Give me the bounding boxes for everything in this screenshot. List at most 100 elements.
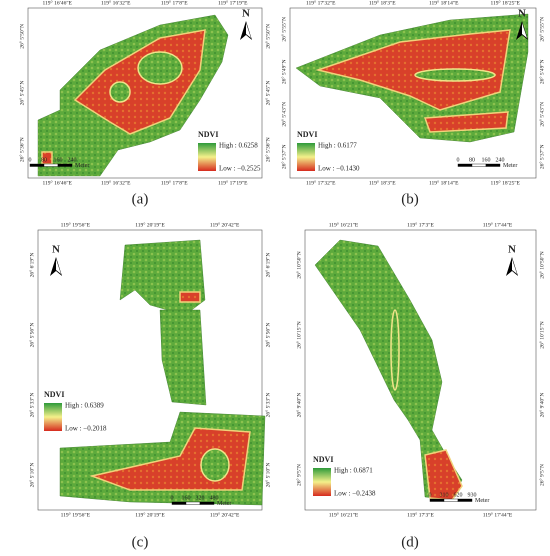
scale-label: 0 bbox=[457, 157, 460, 163]
scale-label: 240 bbox=[496, 157, 505, 163]
coord-label: 26° 5′33″N bbox=[264, 393, 271, 418]
coord-label: 119° 16′46″E bbox=[43, 179, 73, 186]
coord-label: 26° 9′5″N bbox=[295, 464, 302, 486]
vegetation-patch bbox=[200, 448, 230, 482]
low-ndvi-area bbox=[179, 291, 201, 303]
scale-label: 240 bbox=[68, 157, 77, 163]
panel-label: (d) bbox=[401, 534, 419, 550]
coord-label: 119° 17′44″E bbox=[483, 511, 513, 518]
coord-label: 119° 17′3″E bbox=[407, 221, 434, 228]
legend-high: High : 0.6177 bbox=[318, 142, 357, 150]
coord-label: 119° 19′56″E bbox=[61, 511, 91, 518]
coord-label: 119° 20′42″E bbox=[210, 511, 240, 518]
coord-label: 26° 9′40″N bbox=[538, 393, 545, 418]
scale-segment bbox=[457, 163, 473, 167]
vegetation-area bbox=[159, 309, 207, 406]
coord-label: 26° 5′37″N bbox=[538, 144, 545, 169]
legend-ramp bbox=[44, 403, 62, 431]
coord-label: 119° 19′56″E bbox=[61, 221, 91, 228]
scale-segment bbox=[171, 501, 187, 505]
coord-label: 26° 5′10″N bbox=[264, 463, 271, 488]
vegetation-patch bbox=[414, 68, 496, 82]
low-ndvi-area bbox=[423, 111, 509, 133]
coord-label: 119° 17′44″E bbox=[483, 221, 513, 228]
coord-label: 26° 5′36″N bbox=[264, 137, 271, 162]
coord-label: 119° 20′19″E bbox=[135, 221, 165, 228]
scale-segment bbox=[429, 498, 445, 502]
coord-label: 26° 6′19″N bbox=[264, 253, 271, 278]
map-panel: 119° 19′56″E 119° 20′19″E 119° 20′42″E 119°… bbox=[28, 221, 271, 518]
scale-label: 0 bbox=[429, 492, 432, 498]
coord-label: 119° 17′32″E bbox=[306, 0, 336, 6]
scale-segment bbox=[485, 163, 501, 167]
scale-segment bbox=[457, 498, 473, 502]
coord-label: 119° 18′3″E bbox=[369, 0, 396, 6]
coord-label: 26° 5′45″N bbox=[264, 81, 271, 106]
vegetation-patch bbox=[109, 81, 131, 103]
coord-label: 119° 18′25″E bbox=[491, 0, 521, 6]
coord-label: 119° 18′25″E bbox=[491, 179, 521, 186]
north-label: N bbox=[518, 8, 526, 20]
coord-label: 119° 16′32″E bbox=[101, 179, 131, 186]
north-label: N bbox=[242, 8, 250, 20]
scale-segment bbox=[471, 163, 487, 167]
legend-ramp bbox=[297, 143, 315, 171]
scale-unit: Meter bbox=[217, 501, 231, 507]
scale-label: 0 bbox=[29, 157, 32, 163]
legend-title: NDVI bbox=[297, 130, 317, 139]
map-panel: 119° 17′32″E 119° 18′3″E 119° 18′14″E 119° … bbox=[280, 0, 545, 186]
scale-segment bbox=[43, 163, 59, 167]
coord-label: 26° 9′40″N bbox=[295, 393, 302, 418]
scale-label: 310 bbox=[440, 492, 449, 498]
legend-high: High : 0.6871 bbox=[334, 467, 373, 475]
coord-label: 26° 5′45″N bbox=[18, 81, 25, 106]
panel-label: (a) bbox=[132, 191, 149, 207]
coord-label: 26° 9′5″N bbox=[538, 464, 545, 486]
scale-label: 80 bbox=[41, 157, 47, 163]
coord-label: 119° 17′8″E bbox=[161, 179, 188, 186]
legend-high: High : 0.6389 bbox=[65, 402, 104, 410]
low-ndvi-area bbox=[424, 449, 463, 501]
legend-low: Low : −0.2438 bbox=[334, 490, 376, 498]
coord-label: 26° 5′56″N bbox=[264, 323, 271, 348]
scale-unit: Meter bbox=[475, 498, 489, 504]
legend-title: NDVI bbox=[313, 455, 333, 464]
coord-label: 26° 5′49″N bbox=[538, 59, 545, 84]
coord-label: 26° 5′43″N bbox=[538, 102, 545, 127]
coord-label: 119° 18′14″E bbox=[429, 179, 459, 186]
coord-label: 119° 17′19″E bbox=[218, 0, 248, 6]
coord-label: 26° 5′50″N bbox=[264, 24, 271, 49]
legend-low: Low : −0.1430 bbox=[318, 165, 360, 173]
coord-label: 26° 5′55″N bbox=[538, 17, 545, 42]
scale-label: 930 bbox=[468, 492, 477, 498]
coord-label: 26° 5′33″N bbox=[28, 393, 35, 418]
scale-label: 160 bbox=[54, 157, 63, 163]
legend-ramp bbox=[198, 143, 216, 171]
coord-label: 26° 5′50″N bbox=[18, 24, 25, 49]
scale-segment bbox=[185, 501, 201, 505]
coord-label: 119° 17′8″E bbox=[161, 0, 188, 6]
coord-label: 26° 10′50″N bbox=[538, 251, 545, 279]
coord-label: 119° 16′46″E bbox=[43, 0, 73, 6]
coord-label: 26° 5′55″N bbox=[280, 17, 287, 42]
coord-label: 119° 18′3″E bbox=[369, 179, 396, 186]
coord-label: 119° 16′32″E bbox=[101, 0, 131, 6]
coord-label: 119° 17′32″E bbox=[306, 179, 336, 186]
coord-label: 26° 10′15″N bbox=[295, 321, 302, 349]
scale-segment bbox=[199, 501, 215, 505]
coord-label: 119° 17′3″E bbox=[407, 511, 434, 518]
coord-label: 119° 18′14″E bbox=[429, 0, 459, 6]
legend-low: Low : −0.2525 bbox=[219, 165, 261, 173]
coord-label: 119° 17′19″E bbox=[218, 179, 248, 186]
north-arrow-half bbox=[246, 23, 251, 38]
legend-ramp bbox=[313, 468, 331, 496]
legend-title: NDVI bbox=[198, 130, 218, 139]
scale-label: 620 bbox=[454, 492, 463, 498]
scale-unit: Meter bbox=[503, 163, 517, 169]
coord-label: 119° 16′21″E bbox=[329, 221, 359, 228]
scale-label: 320 bbox=[196, 495, 205, 501]
coord-label: 26° 10′50″N bbox=[295, 251, 302, 279]
coord-label: 119° 16′21″E bbox=[329, 511, 359, 518]
coord-label: 26° 10′15″N bbox=[538, 321, 545, 349]
